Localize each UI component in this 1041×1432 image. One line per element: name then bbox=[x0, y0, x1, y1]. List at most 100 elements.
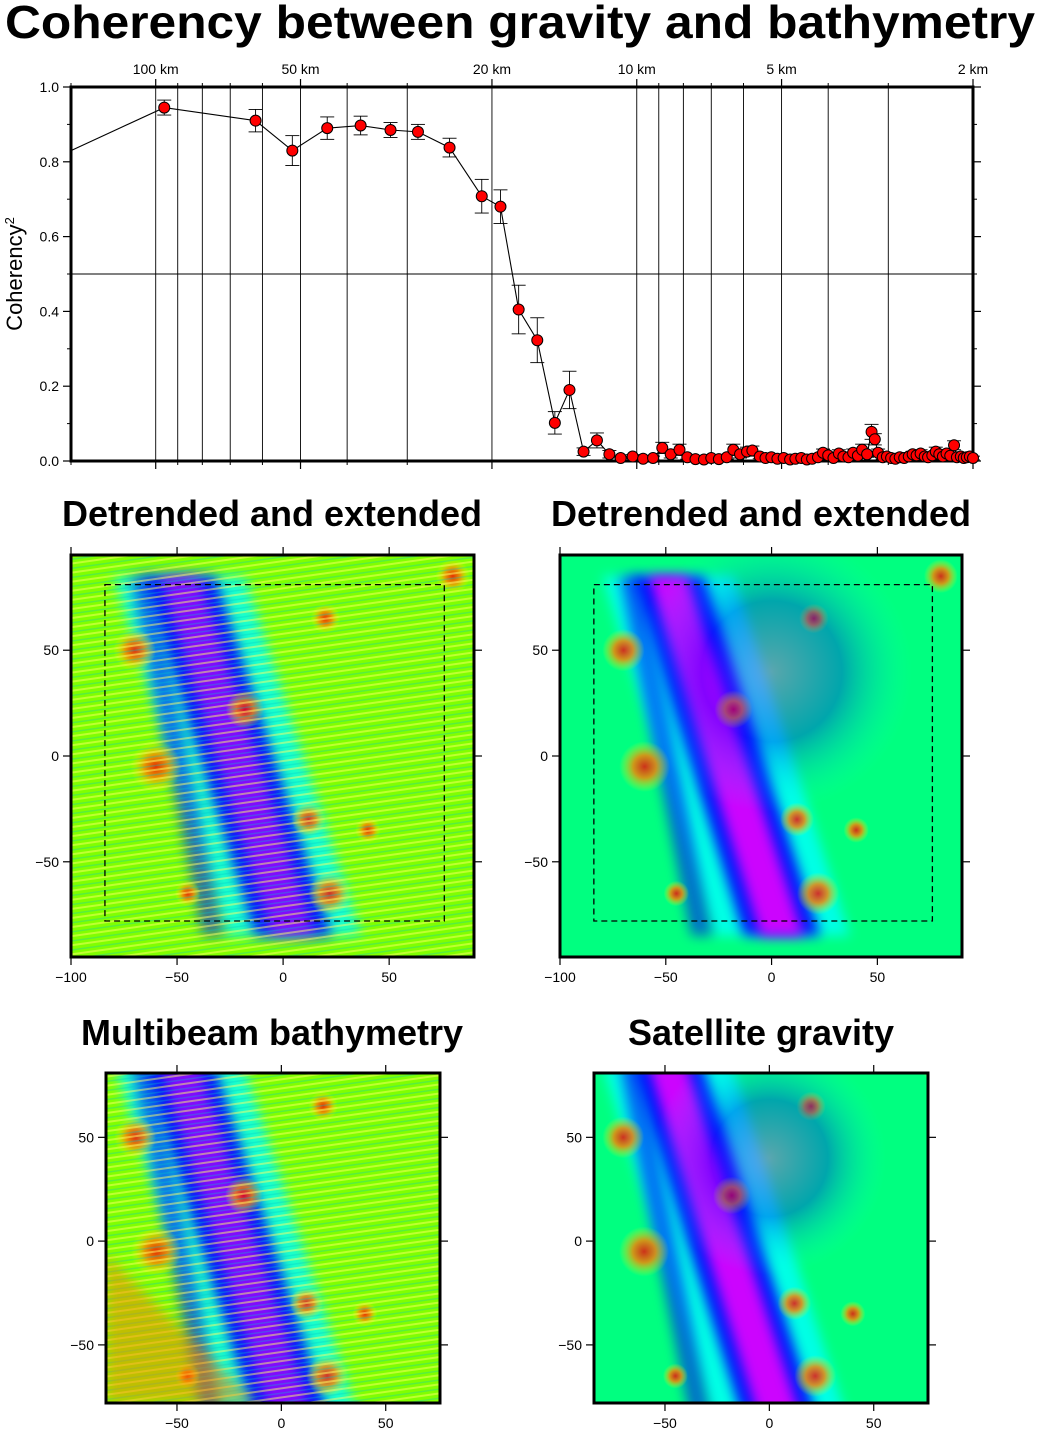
data-point bbox=[647, 452, 660, 465]
x-top-tick-label: 5 km bbox=[766, 61, 796, 77]
data-point bbox=[321, 122, 334, 135]
y-tick-label: 0.6 bbox=[40, 229, 60, 245]
seamount-high bbox=[843, 817, 869, 843]
y-tick-label: 50 bbox=[78, 1129, 94, 1145]
data-point bbox=[590, 434, 603, 447]
x-tick-label: 50 bbox=[866, 1415, 882, 1431]
y-tick-label: 50 bbox=[532, 642, 548, 658]
seamount-high bbox=[662, 1363, 688, 1389]
y-tick-label: 50 bbox=[43, 642, 59, 658]
data-point bbox=[512, 303, 525, 316]
data-point bbox=[531, 334, 544, 347]
data-point bbox=[158, 101, 171, 114]
x-tick-label: 0 bbox=[277, 1415, 285, 1431]
gravity-low bbox=[630, 555, 913, 813]
data-point bbox=[614, 452, 627, 465]
panel-image bbox=[106, 1073, 440, 1403]
x-tick-label: 50 bbox=[381, 969, 397, 985]
x-top-tick-label: 2 km bbox=[958, 61, 988, 77]
data-point bbox=[673, 443, 686, 456]
seamount-high bbox=[663, 880, 690, 907]
data-point bbox=[948, 439, 961, 452]
y-tick-label: 0.8 bbox=[40, 154, 60, 170]
data-point bbox=[286, 144, 299, 157]
seamount-high bbox=[921, 1073, 928, 1080]
data-point bbox=[577, 445, 590, 458]
data-point bbox=[967, 452, 979, 465]
y-tick-label: −50 bbox=[558, 1337, 582, 1353]
extension-boundary bbox=[593, 583, 934, 922]
extension-boundary bbox=[104, 583, 445, 922]
y-tick-label: −50 bbox=[35, 854, 59, 870]
panel-frame bbox=[592, 1071, 930, 1405]
data-point bbox=[656, 441, 669, 454]
x-tick-label: −50 bbox=[165, 1415, 189, 1431]
panel-title: Detrended and extended bbox=[62, 493, 482, 534]
x-tick-label: −50 bbox=[654, 969, 678, 985]
data-point bbox=[411, 125, 424, 138]
figure-title: Coherency between gravity and bathymetry bbox=[5, 0, 1035, 48]
coherency-chart: 0.0 0.2 0.4 0.6 0.8 1.0 Coherency2 100 km 50 km 2… bbox=[2, 61, 988, 469]
map-panel-2: Detrended and extended 50 0 −50 −100 −50 0 50 bbox=[524, 493, 971, 985]
panel-image bbox=[594, 1073, 928, 1403]
abyssal-fabric bbox=[71, 555, 474, 957]
y-axis-label: Coherency2 bbox=[2, 217, 27, 331]
seamount-high bbox=[796, 872, 840, 915]
panel-title: Satellite gravity bbox=[628, 1012, 894, 1053]
data-point bbox=[868, 433, 881, 446]
y-tick-label: 50 bbox=[566, 1129, 582, 1145]
seamount-high bbox=[602, 1116, 645, 1159]
data-point bbox=[354, 119, 367, 132]
y-tick-label: 0 bbox=[86, 1233, 94, 1249]
data-point bbox=[626, 450, 639, 463]
x-top-tick-label: 100 km bbox=[133, 61, 179, 77]
coherency-series-line bbox=[70, 107, 974, 461]
x-tick-label: −100 bbox=[544, 969, 576, 985]
data-point bbox=[548, 416, 561, 429]
x-tick-label: 0 bbox=[279, 969, 287, 985]
map-panel-4: Satellite gravity 50 0 −50 −50 0 50 bbox=[558, 1012, 936, 1431]
map-panels: Detrended and extended 50 0 −50 −100 −50 0 50 De… bbox=[35, 493, 971, 1431]
y-tick-label: 0.2 bbox=[40, 378, 60, 394]
data-point bbox=[637, 452, 650, 465]
x-top-tick-label: 20 km bbox=[473, 61, 511, 77]
y-tick-label: −50 bbox=[70, 1337, 94, 1353]
x-tick-label: −100 bbox=[55, 969, 87, 985]
x-tick-label: −50 bbox=[165, 969, 189, 985]
seamount-high bbox=[794, 1355, 837, 1397]
panel-frame bbox=[104, 1071, 442, 1405]
panel-title: Detrended and extended bbox=[551, 493, 971, 534]
x-tick-label: −50 bbox=[653, 1415, 677, 1431]
seamount-high bbox=[777, 1286, 812, 1321]
data-point bbox=[861, 448, 874, 461]
data-point bbox=[563, 383, 576, 396]
y-tick-label: 0.0 bbox=[40, 453, 60, 469]
map-panel-3: Multibeam bathymetry 50 0 −50 −50 0 50 bbox=[70, 1012, 463, 1431]
data-point bbox=[249, 114, 262, 127]
x-top-tick-label: 10 km bbox=[618, 61, 656, 77]
y-tick-label: −50 bbox=[524, 854, 548, 870]
x-tick-label: 0 bbox=[765, 1415, 773, 1431]
y-tick-label: 1.0 bbox=[40, 79, 60, 95]
seamount-high bbox=[619, 741, 671, 792]
seamount-high bbox=[619, 1226, 670, 1277]
y-tick-label: 0 bbox=[574, 1233, 582, 1249]
x-tick-label: 0 bbox=[768, 969, 776, 985]
data-point bbox=[720, 451, 733, 464]
panel-image bbox=[560, 555, 962, 957]
map-panel-1: Detrended and extended 50 0 −50 −100 −50 0 50 bbox=[35, 493, 482, 985]
x-tick-label: 50 bbox=[378, 1415, 394, 1431]
panel-image bbox=[71, 555, 474, 957]
seamount-high bbox=[840, 1301, 866, 1327]
seamount-high bbox=[923, 559, 958, 594]
data-point bbox=[443, 141, 456, 154]
data-point bbox=[384, 124, 397, 137]
data-point bbox=[603, 448, 616, 461]
x-top-tick-label: 50 km bbox=[281, 61, 319, 77]
y-tick-label: 0.4 bbox=[40, 303, 60, 319]
gravity-low bbox=[652, 1073, 887, 1275]
panel-title: Multibeam bathymetry bbox=[81, 1012, 463, 1053]
y-axis-label-superscript: 2 bbox=[2, 217, 17, 224]
x-tick-label: 50 bbox=[870, 969, 886, 985]
